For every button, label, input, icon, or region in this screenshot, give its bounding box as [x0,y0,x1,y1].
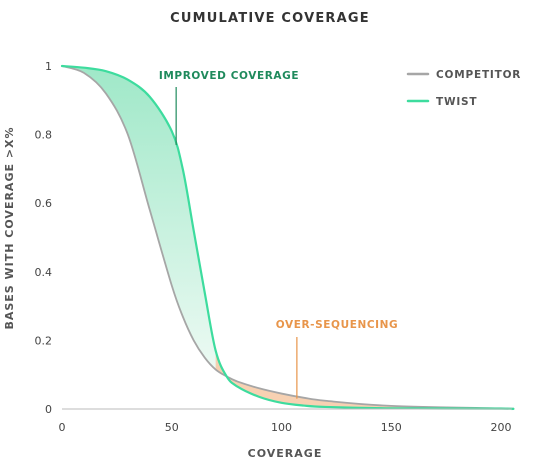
annotations: IMPROVED COVERAGE OVER-SEQUENCING [159,70,398,399]
x-tick-label: 200 [491,421,512,434]
y-tick-label: 1 [45,60,52,73]
y-tick-label: 0.4 [35,266,53,279]
series-line-competitor [61,65,515,410]
x-tick-label: 100 [271,421,292,434]
chart-title: CUMULATIVE COVERAGE [170,11,370,26]
y-tick-label: 0.6 [35,197,53,210]
legend-label-competitor: COMPETITOR [436,69,521,81]
x-tick-labels: 0 50 100 150 200 [59,421,512,434]
x-tick-label: 150 [381,421,402,434]
y-tick-label: 0.8 [35,129,53,142]
area-fills [62,66,514,409]
x-axis-label: COVERAGE [248,447,323,460]
improved-coverage-area [62,66,227,377]
y-tick-label: 0.2 [35,334,53,347]
series-lines [60,64,515,411]
y-axis-label: BASES WITH COVERAGE >X% [3,126,16,329]
legend-label-twist: TWIST [436,96,477,108]
series-line-twist [60,64,515,411]
over-sequencing-area [215,350,514,409]
legend: COMPETITOR TWIST [406,69,521,108]
x-tick-label: 50 [165,421,179,434]
y-tick-labels: 0 0.2 0.4 0.6 0.8 1 [35,60,53,416]
y-tick-label: 0 [45,403,52,416]
annotation-improved-coverage: IMPROVED COVERAGE [159,70,299,82]
x-tick-label: 0 [59,421,66,434]
annotation-over-sequencing: OVER-SEQUENCING [276,319,399,331]
